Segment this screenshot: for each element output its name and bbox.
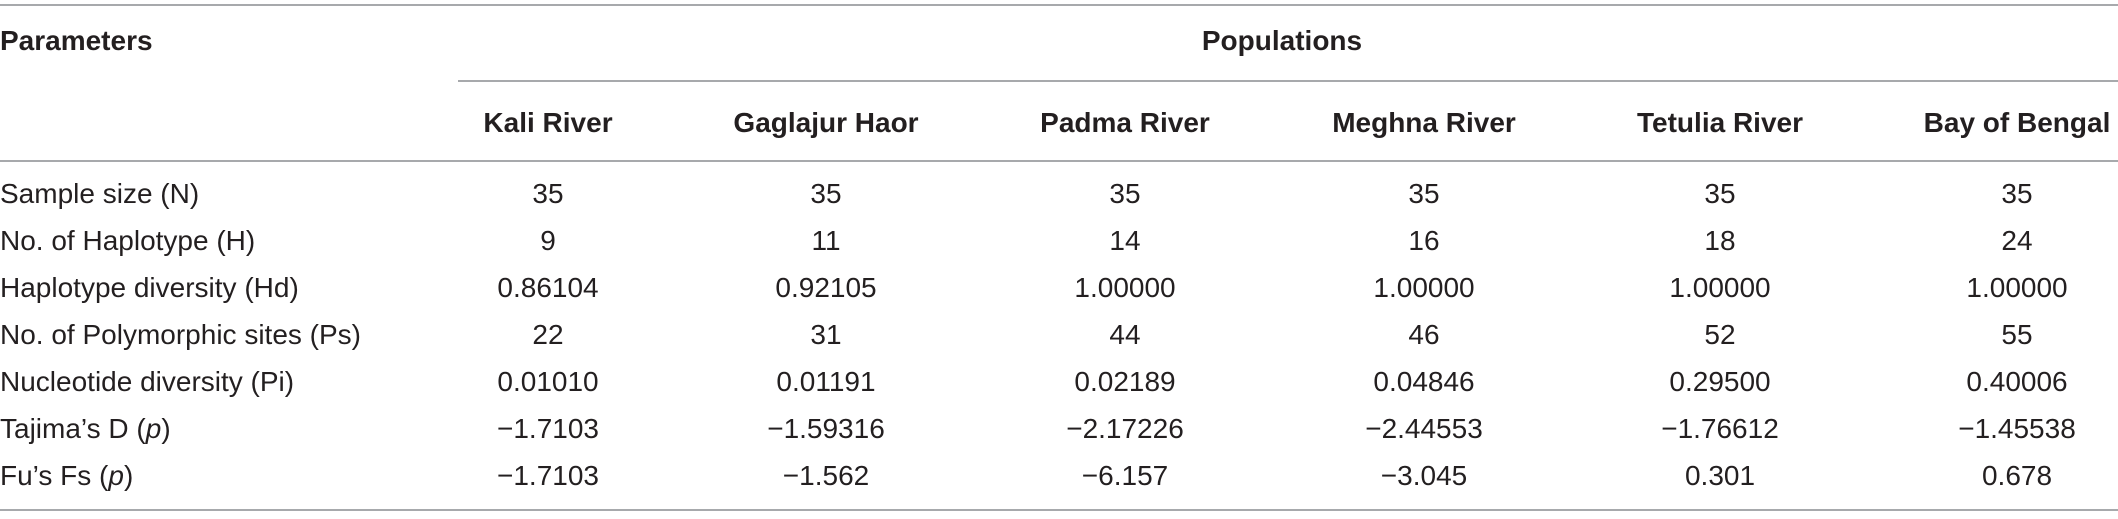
table-cell: 9 xyxy=(540,225,556,256)
table-cell: −1.7103 xyxy=(497,413,599,444)
column-header-bay-of-bengal: Bay of Bengal xyxy=(1923,107,2111,138)
row-label-italic: p xyxy=(145,413,162,444)
row-label: No. of Haplotype (H) xyxy=(0,225,256,256)
populations-rule xyxy=(458,80,2118,82)
bottom-rule xyxy=(0,509,2118,511)
table-cell: 35 xyxy=(2001,178,2033,209)
table-cell: 24 xyxy=(2001,225,2033,256)
table-cell: 0.301 xyxy=(1684,460,1756,491)
table-cell: −1.76612 xyxy=(1661,413,1779,444)
row-label: No. of Polymorphic sites (Ps) xyxy=(0,319,361,350)
table-cell: −2.17226 xyxy=(1066,413,1184,444)
table-cell: 35 xyxy=(1109,178,1141,209)
table-cell: 0.01191 xyxy=(776,366,876,397)
table-cell: −3.045 xyxy=(1380,460,1468,491)
row-label-suffix: ) xyxy=(123,460,134,491)
row-label: Haplotype diversity (Hd) xyxy=(0,272,299,303)
row-label-text: Fu’s Fs ( xyxy=(0,460,109,491)
table-cell: −2.44553 xyxy=(1365,413,1483,444)
table-cell: 11 xyxy=(811,225,841,256)
table-cell: 22 xyxy=(532,319,564,350)
table-cell: 0.04846 xyxy=(1373,366,1475,397)
table-cell: 1.00000 xyxy=(1373,272,1475,303)
table-cell: −1.7103 xyxy=(497,460,599,491)
column-header-kali-river: Kali River xyxy=(483,107,613,138)
row-label: Sample size (N) xyxy=(0,178,200,209)
table-cell: 18 xyxy=(1704,225,1736,256)
table-cell: 0.92105 xyxy=(775,272,877,303)
table-cell: 31 xyxy=(810,319,842,350)
row-label-text: Tajima’s D ( xyxy=(0,413,146,444)
table-cell: 0.40006 xyxy=(1966,366,2068,397)
table-cell: 55 xyxy=(2001,319,2033,350)
table-cell: −1.562 xyxy=(782,460,870,491)
table-cell: 35 xyxy=(810,178,842,209)
table-cell: 1.00000 xyxy=(1669,272,1771,303)
row-label: Tajima’s D (p) xyxy=(0,412,171,446)
table-cell: −1.45538 xyxy=(1958,413,2076,444)
column-header-meghna-river: Meghna River xyxy=(1332,107,1516,138)
table-cell: 0.86104 xyxy=(497,272,599,303)
column-header-gaglajur-haor: Gaglajur Haor xyxy=(733,107,919,138)
table-cell: 0.678 xyxy=(1981,460,2053,491)
table-cell: 0.02189 xyxy=(1074,366,1176,397)
table-cell: 1.00000 xyxy=(1966,272,2068,303)
table-cell: 44 xyxy=(1109,319,1141,350)
table-cell: 0.01010 xyxy=(497,366,599,397)
table-cell: −6.157 xyxy=(1081,460,1169,491)
column-header-padma-river: Padma River xyxy=(1040,107,1210,138)
table-cell: 14 xyxy=(1109,225,1141,256)
row-label-suffix: ) xyxy=(161,413,171,444)
top-rule xyxy=(0,4,2118,6)
table-cell: 35 xyxy=(532,178,564,209)
table-cell: 52 xyxy=(1704,319,1736,350)
column-header-tetulia-river: Tetulia River xyxy=(1637,107,1803,138)
row-label: Fu’s Fs (p) xyxy=(0,459,133,493)
table-cell: 35 xyxy=(1704,178,1736,209)
parameters-header: Parameters xyxy=(0,25,153,56)
table-cell: 1.00000 xyxy=(1074,272,1176,303)
row-label-italic: p xyxy=(108,460,124,491)
table-cell: −1.59316 xyxy=(767,413,885,444)
table-cell: 0.29500 xyxy=(1669,366,1771,397)
row-label: Nucleotide diversity (Pi) xyxy=(0,366,295,397)
table-cell: 16 xyxy=(1408,225,1440,256)
table-cell: 46 xyxy=(1408,319,1440,350)
header-rule xyxy=(0,160,2118,162)
table-cell: 35 xyxy=(1408,178,1440,209)
populations-header: Populations xyxy=(1201,25,1363,56)
